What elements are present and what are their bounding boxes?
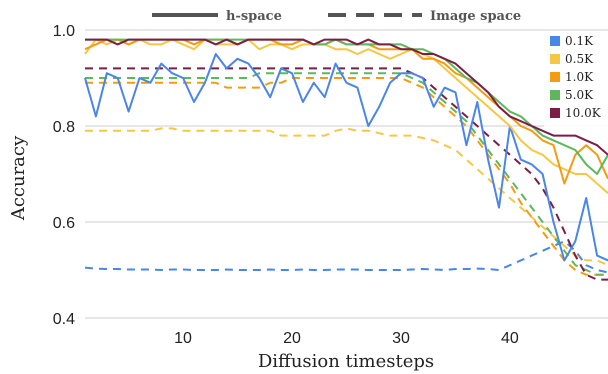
series-line-image-space-0.5K (85, 127, 608, 267)
series-line-image-space-0.1K (84, 240, 608, 274)
series-legend-swatch (550, 108, 560, 118)
grid (85, 29, 608, 319)
series-legend: 0.1K 0.5K 1.0K 5.0K 10.0K (544, 32, 608, 130)
y-tick-label: 0.4 (53, 311, 75, 328)
series-legend-swatch (550, 72, 560, 82)
series-legend-label: 5.0K (565, 88, 594, 102)
y-axis-title: Accuracy (8, 135, 29, 221)
series-legend-swatch (550, 90, 560, 100)
style-legend-solid-label: h-space (226, 9, 282, 24)
y-tick-label: 0.6 (53, 215, 75, 232)
axes: 0.4 0.6 0.8 1.0 10 20 30 40 (53, 23, 519, 347)
style-legend: h-space Image space (152, 9, 521, 24)
series-legend-swatch (550, 54, 560, 64)
x-tick-label: 40 (501, 330, 519, 347)
series-legend-label: 10.0K (565, 106, 602, 120)
x-axis-title: Diffusion timesteps (258, 351, 434, 372)
x-tick-label: 10 (174, 330, 192, 347)
series-legend-label: 0.1K (565, 34, 594, 48)
series-line-image-space-5.0K (85, 72, 608, 276)
series-line-h-space-0.1K (84, 53, 608, 262)
series-line-image-space-1.0K (85, 77, 608, 276)
x-tick-label: 30 (392, 330, 410, 347)
series-legend-label: 1.0K (565, 70, 594, 84)
series-legend-swatch (550, 36, 560, 46)
series-line-h-space-10.0K (85, 38, 608, 156)
y-tick-label: 1.0 (53, 23, 75, 40)
y-tick-label: 0.8 (53, 119, 75, 136)
plot-area (84, 38, 608, 281)
series-line-image-space-10.0K (85, 67, 608, 281)
series-legend-label: 0.5K (565, 52, 594, 66)
style-legend-dashed-label: Image space (430, 9, 521, 24)
x-tick-label: 20 (283, 330, 301, 347)
